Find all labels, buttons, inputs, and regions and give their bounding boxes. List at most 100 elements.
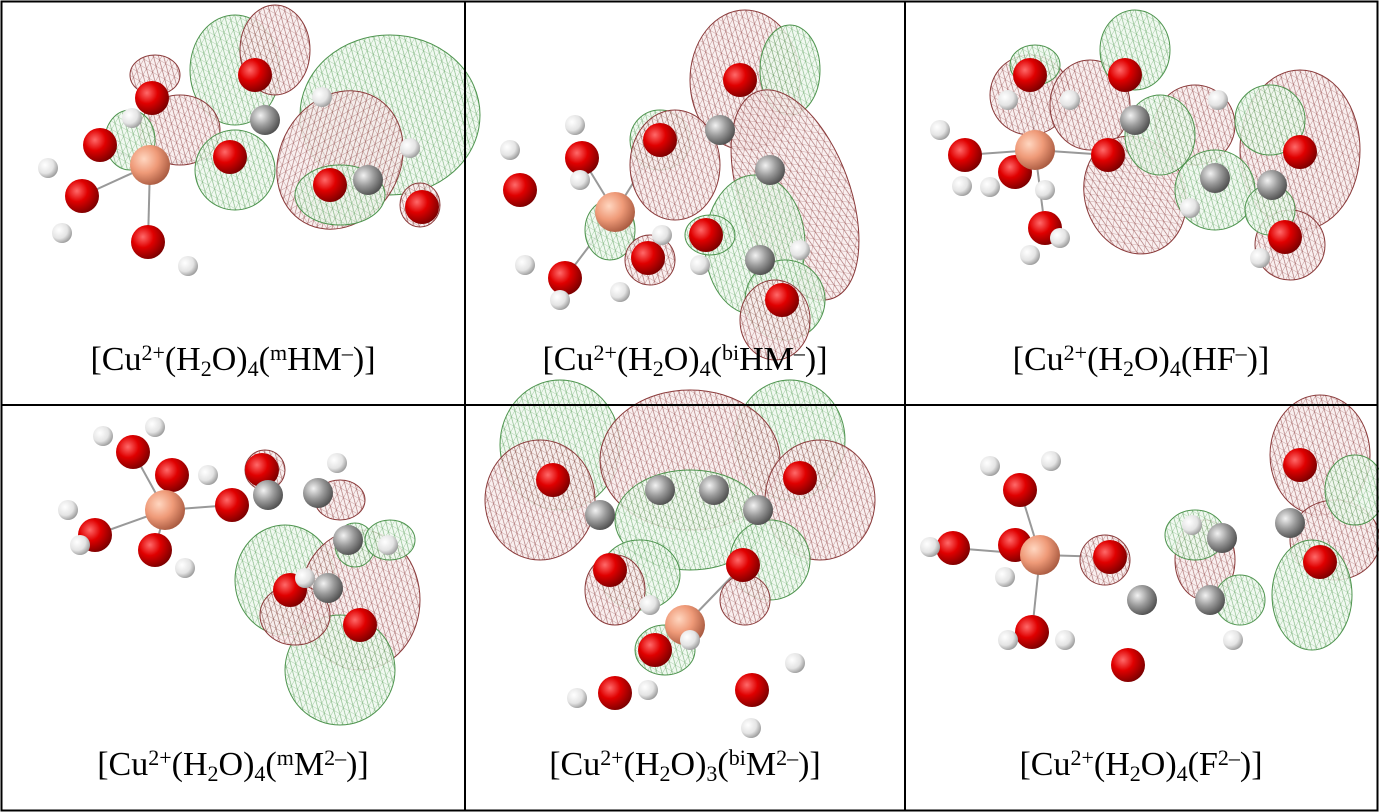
- atom: [1223, 630, 1243, 650]
- label-text: (H: [165, 341, 201, 378]
- label-text: [Cu: [97, 746, 148, 783]
- label-text: (H: [172, 746, 208, 783]
- atom: [1208, 90, 1228, 110]
- atom: [735, 673, 769, 707]
- label-sup: 2+: [593, 340, 616, 365]
- atom: [503, 173, 537, 207]
- atom: [790, 240, 810, 260]
- label-sub: 2: [653, 356, 664, 381]
- atom: [680, 630, 700, 650]
- atom: [52, 223, 72, 243]
- label-text: )]: [346, 746, 369, 783]
- atom: [1035, 180, 1055, 200]
- atom: [948, 138, 982, 172]
- atom: [550, 290, 570, 310]
- label-text: HM: [287, 341, 342, 378]
- atom: [570, 170, 590, 190]
- atom: [405, 190, 439, 224]
- atom: [1180, 198, 1200, 218]
- label-sup: bi: [722, 340, 739, 365]
- atom: [515, 255, 535, 275]
- atom: [83, 128, 117, 162]
- atom: [303, 478, 333, 508]
- atom: [253, 480, 283, 510]
- orbital-lobe: [1325, 455, 1379, 525]
- atom: [1127, 585, 1157, 615]
- atom: [38, 158, 58, 178]
- atom: [500, 140, 520, 160]
- atom: [652, 225, 672, 245]
- atom: [565, 115, 585, 135]
- atom: [1257, 170, 1287, 200]
- atom: [65, 179, 99, 213]
- atom: [980, 177, 1000, 197]
- atom: [565, 141, 599, 175]
- atom: [312, 87, 332, 107]
- label-sub: 4: [1170, 356, 1181, 381]
- atom: [585, 500, 615, 530]
- atom: [643, 123, 677, 157]
- label-text: O): [219, 746, 255, 783]
- atom: [598, 676, 632, 710]
- figure: [Cu2+(H2O)4(mHM–)][Cu2+(H2O)4(biHM–)][Cu…: [0, 0, 1379, 812]
- molecule: [38, 5, 480, 276]
- label-text: [Cu: [90, 341, 141, 378]
- label-sup: 2–: [324, 745, 347, 770]
- molecule: [500, 10, 884, 360]
- atom: [998, 630, 1018, 650]
- label-sup: 2–: [1218, 745, 1241, 770]
- label-text: M: [746, 746, 776, 783]
- label-text: M: [294, 746, 324, 783]
- atom: [238, 58, 272, 92]
- label-text: [Cu: [542, 341, 593, 378]
- label-text: O): [1141, 746, 1177, 783]
- label-text: )]: [805, 341, 828, 378]
- atom: [1283, 448, 1317, 482]
- orbital-lobe: [720, 575, 770, 625]
- atom: [1195, 585, 1225, 615]
- label-text: )]: [353, 341, 376, 378]
- atom: [689, 218, 723, 252]
- label-text: (HF: [1181, 341, 1236, 378]
- atom: [1041, 451, 1061, 471]
- atom: [1093, 540, 1127, 574]
- label-text: (H: [617, 341, 653, 378]
- atom: [723, 63, 757, 97]
- label-sub: 2: [201, 356, 212, 381]
- atom: [567, 688, 587, 708]
- atom: [353, 165, 383, 195]
- molecule: [58, 417, 420, 725]
- atom: [1275, 508, 1305, 538]
- label-sub: 4: [1177, 761, 1188, 786]
- atom: [1060, 90, 1080, 110]
- atom: [645, 475, 675, 505]
- atom: [122, 108, 142, 128]
- cell-label: [Cu2+(H2O)4(mM2–)]: [97, 745, 369, 785]
- label-sub: 2: [660, 761, 671, 786]
- label-text: (H: [624, 746, 660, 783]
- atom: [548, 261, 582, 295]
- atom: [145, 417, 165, 437]
- cell-label: [Cu2+(H2O)4(biHM–)]: [542, 340, 827, 380]
- atom: [327, 453, 347, 473]
- atom: [1303, 545, 1337, 579]
- label-text: O): [1134, 341, 1170, 378]
- atom: [741, 718, 761, 738]
- atom: [785, 653, 805, 673]
- atom: [743, 495, 773, 525]
- label-text: )]: [1240, 746, 1263, 783]
- atom: [952, 176, 972, 196]
- cell-label: [Cu2+(H2O)4(mHM–)]: [90, 340, 375, 380]
- atom: [116, 435, 150, 469]
- atom: [343, 608, 377, 642]
- atom: [1003, 473, 1037, 507]
- atom: [213, 140, 247, 174]
- molecule: [485, 380, 875, 738]
- atom: [783, 461, 817, 495]
- atom: [920, 537, 940, 557]
- atom: [131, 225, 165, 259]
- atom: [1091, 138, 1125, 172]
- atom: [536, 463, 570, 497]
- label-sup: bi: [729, 745, 746, 770]
- label-sub: 2: [1123, 356, 1134, 381]
